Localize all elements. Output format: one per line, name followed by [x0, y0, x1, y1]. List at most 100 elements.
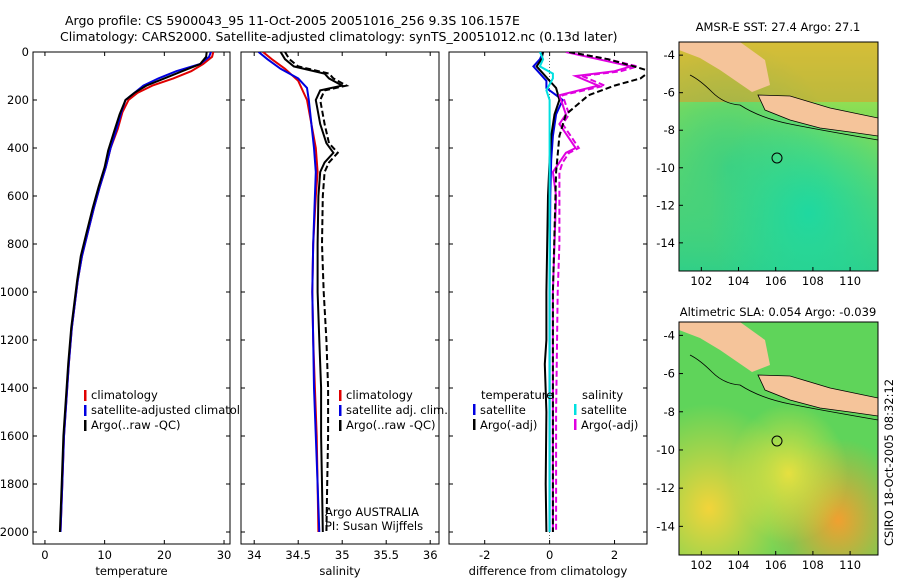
- sumatra-land-sla: [679, 322, 770, 372]
- sla-contour: [689, 354, 878, 421]
- sst-map-xtick-label: 108: [802, 274, 824, 288]
- temperature-xtick-label: 0: [41, 548, 48, 562]
- legend-swatch: [339, 390, 342, 401]
- temperature-frame: [32, 51, 231, 545]
- depth-tick-label: 200: [7, 93, 29, 107]
- legend-label: Argo(..raw -QC): [91, 418, 181, 432]
- sst-map-title: AMSR-E SST: 27.4 Argo: 27.1: [696, 20, 861, 34]
- legend-heading: salinity: [582, 388, 623, 402]
- salinity-xtick-label: 34: [247, 548, 262, 562]
- sst-map-ytick-label: -4: [664, 48, 675, 62]
- salinity-series: [257, 52, 350, 533]
- series-argo-adjusted-black-dashed-: [551, 52, 647, 532]
- depth-tick-label: 800: [7, 237, 29, 251]
- temperature-xtick-label: 10: [97, 548, 112, 562]
- sst-map: AMSR-E SST: 27.4 Argo: 27.1 102 104 106 108…: [656, 20, 879, 288]
- sst-map-ytick-label: -6: [664, 86, 675, 100]
- series-salinity-satellite: [538, 52, 554, 532]
- sst-map-ytick-label: -12: [656, 198, 675, 212]
- depth-tick-label: 1000: [0, 285, 29, 299]
- legend-swatch: [84, 405, 87, 416]
- depth-tick-label: 1600: [0, 429, 29, 443]
- sst-map-ytick-label: -8: [664, 123, 675, 137]
- legend-label: satellite: [480, 403, 526, 417]
- sumatra-land: [679, 42, 770, 92]
- java-land: [757, 94, 878, 137]
- legend-swatch: [574, 419, 577, 430]
- temperature-xlabel: temperature: [95, 564, 167, 578]
- salinity-panel: 34 34.5 35 35.5 36 salinity climatologysatelli…: [240, 51, 448, 578]
- sst-map-xtick-label: 104: [728, 274, 750, 288]
- legend-label: climatology: [91, 388, 158, 402]
- salinity-frame: [240, 51, 440, 545]
- sla-map-xtick-label: 104: [728, 558, 750, 572]
- difference-series: [532, 52, 647, 533]
- depth-tick-label: 0: [22, 45, 29, 59]
- depth-tick-label: 2000: [0, 525, 29, 539]
- side-stamp: CSIRO 18-Oct-2005 08:32:12: [882, 379, 896, 546]
- annotation-1: PI: Susan Wijffels: [325, 519, 423, 533]
- series-argo-adjusted: [284, 52, 350, 533]
- salinity-xtick-label: 34.5: [285, 548, 311, 562]
- legend-label: climatology: [346, 388, 413, 402]
- difference-xtick-label: 2: [611, 548, 618, 562]
- sla-map-ytick-label: -6: [664, 367, 675, 381]
- header-line-2: Climatology: CARS2000. Satellite-adjuste…: [60, 29, 617, 44]
- sla-map-ytick-label: -10: [656, 443, 675, 457]
- sla-map-xtick-label: 106: [765, 558, 787, 572]
- sla-high-patch-3: [679, 322, 878, 555]
- sst-map-xtick-label: 102: [690, 274, 712, 288]
- argo-position-marker: [771, 152, 783, 164]
- temperature-xtick-label: 30: [217, 548, 232, 562]
- sst-map-frame: [678, 41, 879, 272]
- depth-tick-label: 400: [7, 141, 29, 155]
- salinity-xlabel: salinity: [319, 564, 360, 578]
- legend-label: satellite: [581, 403, 627, 417]
- sla-map-xtick-label: 110: [839, 558, 861, 572]
- legend-swatch: [574, 404, 577, 415]
- sla-map-xtick-label: 102: [690, 558, 712, 572]
- depth-tick-label: 600: [7, 189, 29, 203]
- profile-panels: 0 10 20 30020040060080010001200140016001800…: [0, 45, 648, 578]
- series-satellite-adj-clim-: [257, 52, 321, 533]
- legend-swatch: [473, 419, 476, 430]
- legend-swatch: [84, 390, 87, 401]
- legend-label: satellite-adjusted climatology: [91, 403, 261, 417]
- series-salinity-argo-adjusted: [555, 52, 642, 532]
- java-land-sla: [757, 374, 878, 417]
- sla-map-ytick-label: -8: [664, 405, 675, 419]
- sst-map-xtick-label: 106: [765, 274, 787, 288]
- salinity-xtick-label: 36: [423, 548, 438, 562]
- annotation-0: Argo AUSTRALIA: [325, 505, 419, 519]
- legend-heading: temperature: [481, 388, 553, 402]
- sla-map-ytick-label: -14: [656, 519, 675, 533]
- series-argo-raw-qc-: [58, 52, 208, 533]
- difference-xtick-label: -2: [479, 548, 490, 562]
- legend-label: satellite adj. clim.: [346, 403, 448, 417]
- temperature-series: [58, 52, 215, 533]
- series-temperature-argo-adj-: [535, 52, 561, 533]
- depth-tick-label: 1200: [0, 333, 29, 347]
- sst-map-xtick-label: 110: [839, 274, 861, 288]
- argo-position-marker-sla: [771, 435, 783, 447]
- difference-xtick-label: 0: [546, 548, 553, 562]
- series-argo-raw-qc-: [279, 52, 346, 533]
- legend-label: Argo(-adj): [480, 418, 537, 432]
- difference-panel: -2 0 2 difference from climatology temperatu…: [448, 51, 648, 578]
- legend-swatch: [473, 404, 476, 415]
- legend-label: Argo(-adj): [581, 418, 638, 432]
- sla-map-frame: [678, 321, 879, 556]
- sst-map-ytick-label: -14: [656, 236, 675, 250]
- sla-map-ytick-label: -12: [656, 481, 675, 495]
- depth-tick-label: 1400: [0, 381, 29, 395]
- legend-swatch: [84, 420, 87, 431]
- sla-map-title: Altimetric SLA: 0.054 Argo: -0.039: [680, 305, 877, 319]
- legend-label: Argo(..raw -QC): [346, 418, 436, 432]
- sla-map-ytick-label: -4: [664, 328, 675, 342]
- legend-swatch: [339, 420, 342, 431]
- sla-map: Altimetric SLA: 0.054 Argo: -0.039 102 10…: [656, 305, 879, 572]
- difference-xlabel: difference from climatology: [469, 564, 628, 578]
- coastline-contour: [689, 74, 878, 141]
- salinity-xtick-label: 35.5: [373, 548, 399, 562]
